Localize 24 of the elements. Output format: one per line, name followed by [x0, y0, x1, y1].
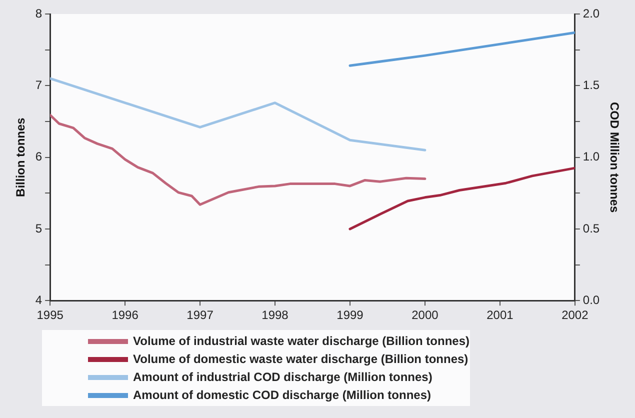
y-tick-label: 6	[35, 150, 42, 164]
legend-label: Amount of domestic COD discharge (Million tonnes)	[133, 388, 432, 402]
legend-label: Volume of domestic waste water discharge (Billion tonnes)	[133, 352, 468, 366]
y2-tick-label: 0.5	[582, 221, 600, 236]
legend-label: Volume of industrial waste water discharge (Billion tonnes)	[133, 334, 470, 348]
x-tick-label: 1995	[36, 308, 64, 322]
y2-tick-label: 1.5	[582, 78, 600, 92]
y2-axis-title: COD Million tonnes	[607, 102, 622, 213]
x-tick-label: 2002	[562, 308, 589, 322]
legend-label: Amount of industrial COD discharge (Million tonnes)	[133, 370, 432, 384]
x-tick-label: 2001	[486, 308, 514, 322]
y-tick-label: 5	[35, 221, 42, 236]
y2-tick-label: 1.0	[582, 150, 600, 164]
x-tick-label: 2000	[412, 308, 439, 322]
x-tick-label: 1999	[336, 308, 364, 322]
y2-tick-label: 2.0	[582, 6, 600, 20]
y-tick-label: 4	[35, 292, 42, 307]
y-axis-title: Billion tonnes	[14, 117, 28, 197]
x-tick-label: 1998	[262, 308, 289, 322]
x-tick-label: 1996	[112, 308, 139, 322]
y-tick-label: 8	[35, 6, 42, 20]
y2-tick-label: 0.0	[582, 292, 600, 307]
y-tick-label: 7	[35, 78, 42, 92]
x-tick-label: 1997	[186, 308, 214, 322]
